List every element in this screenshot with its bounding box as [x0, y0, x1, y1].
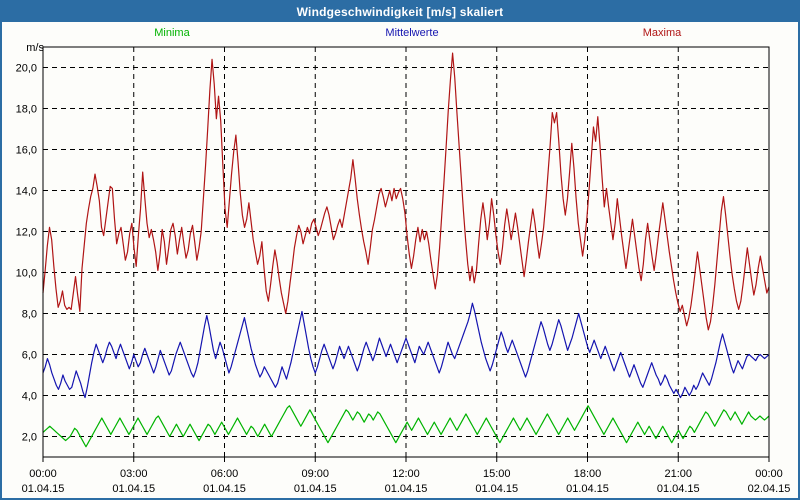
- legend-item-minima: Minima: [154, 27, 190, 39]
- x-axis-tick-label-date: 01.04.15: [657, 483, 700, 495]
- x-axis-tick-label-time: 15:00: [483, 468, 511, 480]
- x-axis-tick-label-date: 02.04.15: [748, 483, 791, 495]
- x-axis-tick-label-time: 09:00: [301, 468, 329, 480]
- x-axis-tick-label-date: 01.04.15: [22, 483, 65, 495]
- series-line-maxima: [42, 52, 770, 331]
- x-axis-tick-label-date: 01.04.15: [385, 483, 428, 495]
- y-axis-tick-label: 6,0: [22, 350, 37, 362]
- axis-ticks: [42, 457, 770, 462]
- y-axis-tick-label: 20,0: [16, 63, 37, 75]
- x-axis-tick-label-time: 00:00: [29, 468, 57, 480]
- y-axis-tick-label: 16,0: [16, 145, 37, 157]
- x-axis-tick-label-date: 01.04.15: [294, 483, 337, 495]
- y-axis-tick-label: 14,0: [16, 186, 37, 198]
- x-axis-tick-label-time: 12:00: [392, 468, 420, 480]
- chart-legend: Minima Mittelwerte Maxima: [2, 24, 798, 42]
- x-axis-tick-label-time: 00:00: [755, 468, 783, 480]
- y-axis-tick-label: 2,0: [22, 432, 37, 444]
- series-line-mittelwerte: [42, 302, 770, 399]
- y-axis-tick-label: 8,0: [22, 309, 37, 321]
- x-axis-tick-label-date: 01.04.15: [475, 483, 518, 495]
- x-axis-tick-label-date: 01.04.15: [203, 483, 246, 495]
- y-axis-tick-label: 12,0: [16, 227, 37, 239]
- legend-item-mittelwerte: Mittelwerte: [385, 27, 439, 39]
- y-axis-labels: 2,0 4,0 6,0 8,0 10,0 12,0 14,0 16,0 18,0 20,0: [16, 63, 37, 444]
- x-axis-tick-label-time: 18:00: [574, 468, 602, 480]
- x-axis-labels: 00:00 01.04.15 03:00 01.04.15 06:00 01.04.15 0…: [22, 468, 791, 495]
- grid-lines: [43, 47, 769, 457]
- x-axis-tick-label-time: 06:00: [211, 468, 239, 480]
- data-series: [42, 52, 770, 448]
- y-axis-tick-label: 10,0: [16, 268, 37, 280]
- y-axis-unit-label: m/s: [26, 42, 44, 54]
- x-axis-tick-label-time: 21:00: [664, 468, 692, 480]
- series-line-minima: [42, 405, 770, 448]
- x-axis-tick-label-date: 01.04.15: [112, 483, 155, 495]
- legend-item-maxima: Maxima: [642, 27, 682, 39]
- y-axis-tick-label: 18,0: [16, 104, 37, 116]
- x-axis-tick-label-date: 01.04.15: [566, 483, 609, 495]
- x-axis-tick-label-time: 03:00: [120, 468, 148, 480]
- window-title-bar: Windgeschwindigkeit [m/s] skaliert: [2, 2, 798, 22]
- page-title: Windgeschwindigkeit [m/s] skaliert: [296, 5, 504, 19]
- y-axis-tick-label: 4,0: [22, 391, 37, 403]
